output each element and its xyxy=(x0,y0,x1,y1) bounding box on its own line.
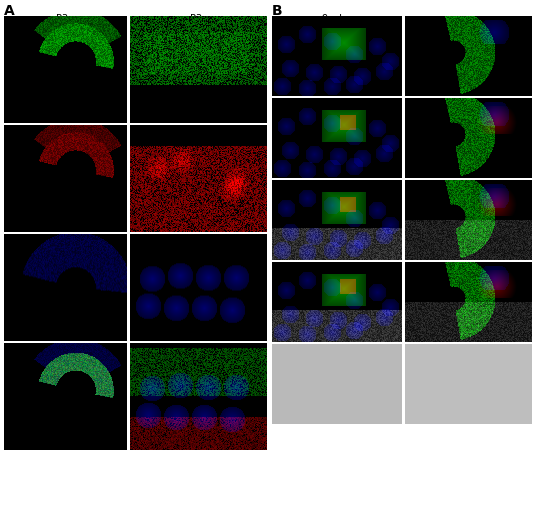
Text: MYO7a: MYO7a xyxy=(6,128,36,137)
Text: /MYO7a: /MYO7a xyxy=(288,183,321,192)
Text: A: A xyxy=(4,4,14,18)
Text: Bai3: Bai3 xyxy=(274,19,293,28)
Text: 10 μm: 10 μm xyxy=(135,442,153,447)
Text: 10 μm: 10 μm xyxy=(447,416,467,421)
Text: Hoechst: Hoechst xyxy=(6,237,41,246)
Text: 9 wks: 9 wks xyxy=(322,14,350,24)
Text: Bai3: Bai3 xyxy=(274,265,293,274)
Text: Bai3: Bai3 xyxy=(274,183,293,192)
Text: /phalloidin: /phalloidin xyxy=(288,101,334,110)
Text: MYO7a: MYO7a xyxy=(132,128,162,137)
Text: 50 μm: 50 μm xyxy=(9,442,27,447)
Text: /MYO7a: /MYO7a xyxy=(326,265,359,274)
Text: 10 μm: 10 μm xyxy=(327,416,345,421)
Text: Bai3: Bai3 xyxy=(132,19,151,28)
Text: Bai3: Bai3 xyxy=(6,19,25,28)
Text: P3: P3 xyxy=(190,14,202,24)
Text: merge: merge xyxy=(132,346,159,355)
Text: Bai3: Bai3 xyxy=(274,101,293,110)
Text: P3: P3 xyxy=(56,14,68,24)
Text: /phalloidin: /phalloidin xyxy=(288,265,334,274)
Text: Bright Field: Bright Field xyxy=(274,347,325,356)
Text: merge: merge xyxy=(6,346,34,355)
Text: B: B xyxy=(272,4,282,18)
Text: Hoechst: Hoechst xyxy=(132,237,168,246)
